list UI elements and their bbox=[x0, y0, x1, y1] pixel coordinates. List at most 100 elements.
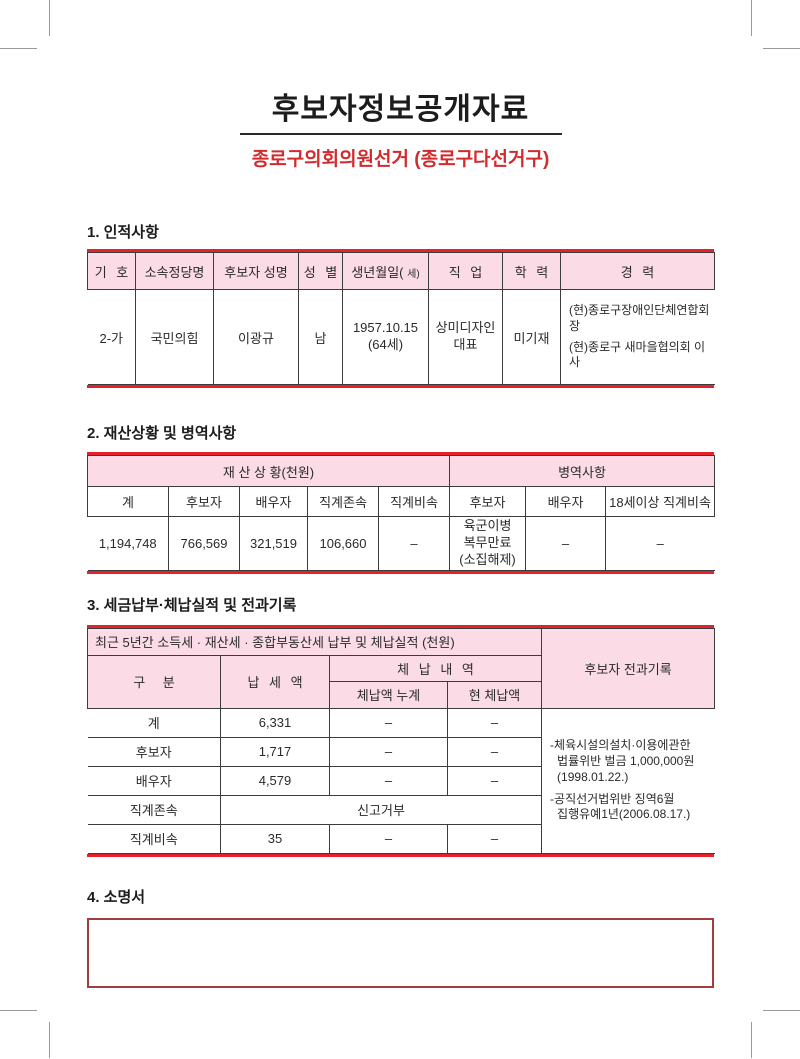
criminal-record-2: -공직선거법위반 징역6월 집행유예1년(2006.08.17.) bbox=[550, 792, 711, 824]
subheader-descendant: 직계비속 bbox=[377, 486, 451, 517]
cell-category-ascendant: 직계존속 bbox=[87, 794, 221, 825]
criminal-record-1: -체육시설의설치·이용에관한 법률위반 벌금 1,000,000원 (1998.… bbox=[550, 738, 711, 785]
tax-row-candidate: 후보자 1,717 – – bbox=[87, 736, 715, 767]
header-arrears-current: 현 체납액 bbox=[446, 680, 543, 709]
header-tax-amount: 납 세 액 bbox=[220, 654, 330, 709]
page-title: 후보자정보공개자료 bbox=[271, 93, 530, 126]
cell-cur-descendant: – bbox=[446, 823, 542, 854]
document-content: 후보자정보공개자료 종로구의회의원선거 (종로구다선거구) 1. 인적사항 기 … bbox=[86, 0, 716, 988]
criminal-record-cell: -체육시설의설치·이용에관한 법률위반 벌금 1,000,000원 (1998.… bbox=[541, 707, 715, 854]
subheader-mil-spouse: 배우자 bbox=[525, 486, 607, 517]
personal-header-row: 기 호 소속정당명 후보자 성명 성 별 생년월일( 세) 직 업 학 력 경 … bbox=[87, 252, 715, 290]
header-birth: 생년월일( 세) bbox=[342, 252, 429, 290]
cell-category-candidate: 후보자 bbox=[87, 736, 221, 767]
cell-tax-total: 6,331 bbox=[220, 707, 330, 738]
header-name: 후보자 성명 bbox=[213, 252, 299, 290]
section2-heading: 2. 재산상황 및 병역사항 bbox=[87, 425, 237, 442]
crop-mark-bottom-right-horizontal bbox=[763, 1010, 800, 1011]
crop-mark-bottom-left-horizontal bbox=[0, 1010, 37, 1011]
subheader-candidate: 후보자 bbox=[168, 486, 240, 517]
statement-empty-box bbox=[87, 917, 714, 988]
military-service-line2: 복무만료 bbox=[463, 534, 512, 550]
crop-mark-top-left-vertical bbox=[49, 0, 50, 36]
cell-ascendant-merged: 신고거부 bbox=[219, 794, 542, 825]
criminal-record-1-line2: 법률위반 벌금 1,000,000원 bbox=[557, 753, 695, 768]
job-line2: 대표 bbox=[453, 337, 478, 352]
cell-military-descendant: – bbox=[605, 516, 715, 571]
section4-heading: 4. 소명서 bbox=[87, 888, 146, 906]
section3-heading: 3. 세금납부·체납실적 및 전과기록 bbox=[87, 596, 297, 614]
tax-span-header-row: 최근 5년간 소득세 · 재산세 · 종합부동산세 납부 및 체납실적 (천원)… bbox=[86, 627, 716, 709]
group-header-property: 재 산 상 황(천원) bbox=[86, 455, 451, 487]
cell-tax-descendant: 35 bbox=[220, 823, 330, 854]
header-career: 경 력 bbox=[560, 252, 715, 290]
cell-property-descendant: – bbox=[377, 516, 451, 571]
tax-row-spouse: 배우자 4,579 – – bbox=[87, 765, 715, 796]
cell-symbol: 2-가 bbox=[87, 289, 136, 385]
criminal-record-2-line2: 집행유예1년(2006.08.17.) bbox=[557, 807, 691, 822]
sub-header-row: 계 후보자 배우자 직계존속 직계비속 후보자 배우자 18세이상 직계비속 bbox=[87, 486, 716, 517]
cell-cur-spouse: – bbox=[446, 765, 542, 796]
header-birth-main: 생년월일( bbox=[351, 264, 404, 280]
header-job: 직 업 bbox=[428, 252, 503, 290]
cell-tax-candidate: 1,717 bbox=[220, 736, 330, 767]
cell-career: (현)종로구장애인단체연합회장 (현)종로구 새마을협의회 이사 bbox=[560, 289, 715, 385]
cell-birth: 1957.10.15 (64세) bbox=[342, 289, 429, 385]
tax-row-descendant: 직계비속 35 – – bbox=[87, 823, 715, 854]
section1-heading: 1. 인적사항 bbox=[87, 224, 159, 241]
property-data-row: 1,194,748 766,569 321,519 106,660 – 육군이병… bbox=[87, 516, 715, 571]
cell-cum-total: – bbox=[329, 707, 448, 738]
criminal-record-1-line1: -체육시설의설치·이용에관한 bbox=[550, 738, 691, 753]
cell-category-total: 계 bbox=[87, 707, 221, 738]
crop-mark-top-right-horizontal bbox=[763, 48, 800, 49]
cell-cur-total: – bbox=[446, 707, 543, 738]
cell-property-spouse: 321,519 bbox=[239, 516, 308, 571]
arrears-subheader-row: 체납액 누계 현 체납액 bbox=[88, 680, 715, 709]
cell-tax-spouse: 4,579 bbox=[220, 765, 330, 796]
cell-military-spouse: – bbox=[525, 516, 607, 571]
job-line1: 상미디자인 bbox=[435, 320, 496, 336]
group-header-military: 병역사항 bbox=[449, 455, 716, 487]
header-category: 구 분 bbox=[87, 654, 221, 709]
personal-info-table: 기 호 소속정당명 후보자 성명 성 별 생년월일( 세) 직 업 학 력 경 … bbox=[87, 249, 715, 388]
subheader-mil-candidate: 후보자 bbox=[449, 486, 527, 517]
header-education: 학 력 bbox=[502, 252, 561, 290]
election-subtitle: 종로구의회의원선거 (종로구다선거구) bbox=[251, 149, 550, 170]
career-line1: (현)종로구장애인단체연합회장 bbox=[569, 303, 710, 333]
criminal-record-header: 후보자 전과기록 bbox=[541, 627, 716, 709]
cell-cum-descendant: – bbox=[329, 823, 448, 854]
tax-criminal-table: 최근 5년간 소득세 · 재산세 · 종합부동산세 납부 및 체납실적 (천원)… bbox=[86, 624, 716, 857]
cell-category-spouse: 배우자 bbox=[87, 765, 221, 796]
military-service-line1: 육군이병 bbox=[463, 518, 512, 533]
cell-cur-candidate: – bbox=[446, 736, 542, 767]
cell-cum-candidate: – bbox=[329, 736, 448, 767]
birth-date: 1957.10.15 bbox=[352, 320, 419, 336]
cell-name: 이광규 bbox=[213, 289, 299, 385]
cell-job: 상미디자인 대표 bbox=[428, 289, 503, 385]
crop-mark-top-right-vertical bbox=[751, 0, 752, 36]
cell-property-ascendant: 106,660 bbox=[307, 516, 379, 571]
tax-span-header: 최근 5년간 소득세 · 재산세 · 종합부동산세 납부 및 체납실적 (천원) bbox=[86, 627, 543, 656]
property-military-table: 재 산 상 황(천원) 병역사항 계 후보자 배우자 직계존속 직계비속 후보자… bbox=[86, 452, 716, 574]
crop-mark-top-left-horizontal bbox=[0, 48, 37, 49]
header-symbol: 기 호 bbox=[87, 252, 136, 290]
header-birth-age: 세) bbox=[407, 268, 420, 280]
personal-data-row: 2-가 국민의힘 이광규 남 1957.10.15 (64세) 상미디자인 대표… bbox=[87, 289, 715, 385]
cell-cum-spouse: – bbox=[329, 765, 448, 796]
header-party: 소속정당명 bbox=[135, 252, 214, 290]
cell-gender: 남 bbox=[298, 289, 343, 385]
header-arrears-group: 체 납 내 역 bbox=[328, 654, 543, 682]
cell-education: 미기재 bbox=[502, 289, 561, 385]
header-arrears-cumulative: 체납액 누계 bbox=[329, 680, 448, 709]
subheader-spouse: 배우자 bbox=[239, 486, 308, 517]
cell-party: 국민의힘 bbox=[135, 289, 214, 385]
title-underline bbox=[239, 133, 562, 135]
cell-property-total: 1,194,748 bbox=[87, 516, 169, 571]
criminal-record-2-line1: -공직선거법위반 징역6월 bbox=[550, 791, 675, 806]
tax-row-total: 계 6,331 – – -체육시설의설치·이용에관한 법률위반 벌금 1,000… bbox=[87, 707, 715, 854]
subheader-ascendant: 직계존속 bbox=[307, 486, 379, 517]
crop-mark-bottom-right-vertical bbox=[751, 1022, 752, 1058]
cell-military-candidate: 육군이병 복무만료 (소집해제) bbox=[449, 516, 527, 571]
header-gender: 성 별 bbox=[298, 252, 343, 290]
